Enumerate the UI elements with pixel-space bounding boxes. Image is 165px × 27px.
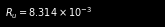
Text: $R_u = 8.314 \times 10^{-3}$: $R_u = 8.314 \times 10^{-3}$ (5, 5, 92, 21)
